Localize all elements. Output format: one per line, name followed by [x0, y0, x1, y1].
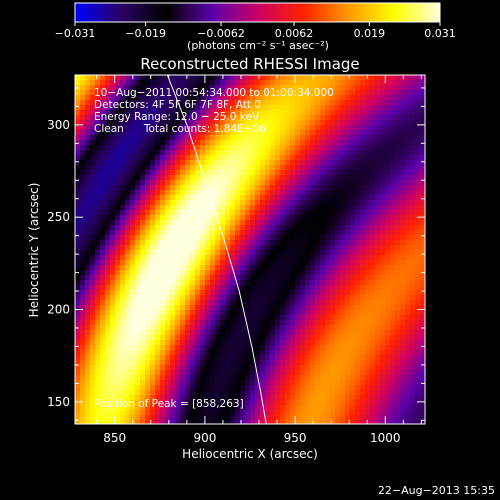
x-tick-label: 900: [193, 431, 216, 445]
x-tick-label: 1000: [370, 431, 401, 445]
solar-limb-curve: [166, 75, 267, 424]
chart-title: Reconstructed RHESSI Image: [140, 55, 359, 73]
x-tick-label: 850: [103, 431, 126, 445]
colorbar-ticks: −0.031 −0.019 −0.0062 0.0062 0.019 0.031: [55, 22, 456, 40]
colorbar-tick-label: 0.031: [424, 27, 456, 40]
annotation-detectors: Detectors: 4F 5F 6F 7F 8F, Att 0: [94, 99, 261, 111]
colorbar-tick-label: −0.0062: [197, 27, 245, 40]
x-tick-label: 950: [284, 431, 307, 445]
colorbar-tick-label: 0.019: [354, 27, 386, 40]
y-tick-label: 250: [47, 210, 70, 224]
colorbar-tick-label: 0.0062: [275, 27, 314, 40]
footer-timestamp: 22−Aug−2013 15:35: [378, 484, 495, 497]
axis-ticks: 850 900 950 1000 150 200 250 300: [47, 75, 425, 445]
y-tick-label: 150: [47, 395, 70, 409]
colorbar-tick-label: −0.019: [125, 27, 166, 40]
y-tick-label: 200: [47, 303, 70, 317]
y-axis-label: Heliocentric Y (arcsec): [27, 183, 41, 318]
x-axis-label: Heliocentric X (arcsec): [182, 447, 318, 461]
annotation-time-range: 10−Aug−2011 00:54:34.000 to 01:00:34.000: [94, 87, 334, 99]
y-tick-label: 300: [47, 118, 70, 132]
annotation-method-counts: Clean Total counts: 1.84E+06: [94, 123, 266, 135]
annotation-energy-range: Energy Range: 12.0 − 25.0 keV: [94, 111, 260, 123]
colorbar-units-label: (photons cm⁻² s⁻¹ asec⁻²): [187, 39, 329, 52]
colorbar: [74, 2, 441, 23]
plot-frame: [74, 74, 426, 425]
annotation-peak-position: Position of Peak = [858,263]: [94, 398, 244, 410]
heatmap-image: [75, 75, 425, 424]
colorbar-tick-label: −0.031: [55, 27, 96, 40]
